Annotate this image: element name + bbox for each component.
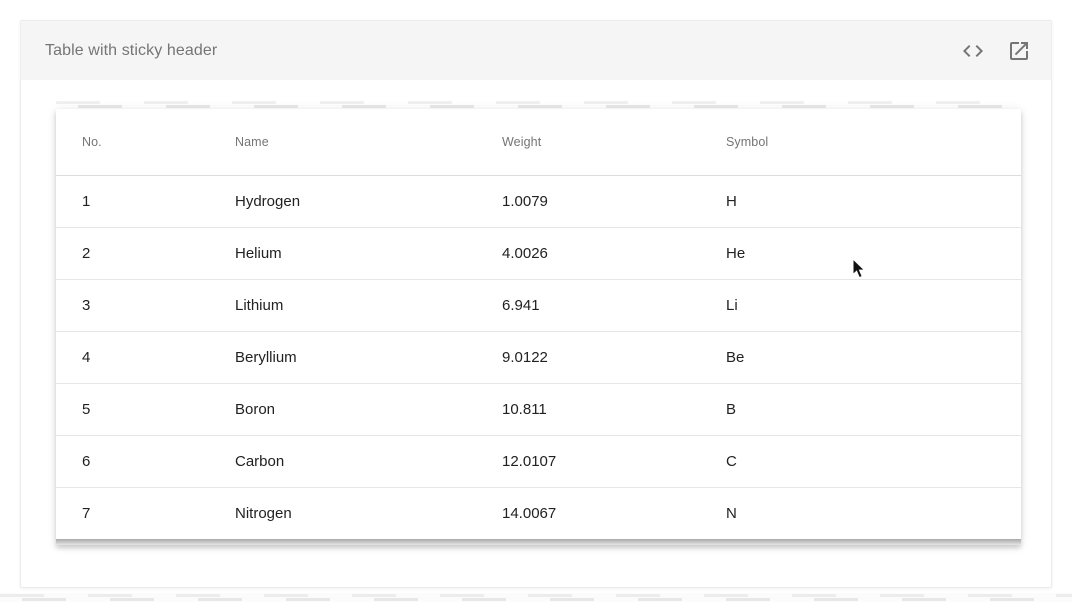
sticky-table-card[interactable]: No. Name Weight Symbol 1 Hydrogen 1.0079… [56, 109, 1021, 545]
cell-name: Nitrogen [235, 504, 292, 522]
page-title: Table with sticky header [45, 41, 218, 59]
demo-actions [961, 39, 1031, 63]
cell-name: Beryllium [219, 331, 486, 384]
cell-weight: 4.0026 [486, 227, 710, 280]
open-in-new-button[interactable] [1007, 39, 1031, 63]
cell-no: 7 [82, 504, 91, 522]
open-in-new-icon [1007, 39, 1031, 63]
cell-symbol: Be [710, 331, 1021, 384]
cell-name: Lithium [219, 279, 486, 332]
cell-symbol: B [710, 383, 1021, 436]
cell-name: Carbon [219, 435, 486, 488]
table-body: 1 Hydrogen 1.0079 H 2 Helium 4.0026 He 3… [56, 175, 1021, 539]
cell-weight: 14.0067 [502, 504, 557, 522]
table-row: 2 Helium 4.0026 He [56, 227, 1021, 280]
page-bottom-artifact [0, 593, 1072, 602]
view-source-button[interactable] [961, 39, 985, 63]
cell-name: Helium [219, 227, 486, 280]
cell-symbol: H [710, 175, 1021, 228]
cell-name: Boron [219, 383, 486, 436]
cell-no: 5 [56, 383, 219, 436]
table-header: No. Name Weight Symbol [56, 109, 1021, 176]
table-row: 4 Beryllium 9.0122 Be [56, 331, 1021, 384]
code-icon [961, 39, 985, 63]
demo-header-bar: Table with sticky header [21, 21, 1051, 80]
cell-symbol: He [710, 227, 1021, 280]
cell-symbol: N [726, 504, 737, 522]
column-header-symbol: Symbol [710, 109, 1021, 176]
cell-no: 2 [56, 227, 219, 280]
cell-weight: 9.0122 [486, 331, 710, 384]
cell-weight: 12.0107 [486, 435, 710, 488]
table-row: 6 Carbon 12.0107 C [56, 435, 1021, 488]
table-row: 5 Boron 10.811 B [56, 383, 1021, 436]
cell-no: 1 [56, 175, 219, 228]
table-row: 3 Lithium 6.941 Li [56, 279, 1021, 332]
scrolled-row-artifact-bottom [56, 539, 1021, 545]
cell-no: 6 [56, 435, 219, 488]
column-header-name: Name [219, 109, 486, 176]
cell-symbol: Li [710, 279, 1021, 332]
cell-weight: 10.811 [486, 383, 710, 436]
cell-symbol: C [710, 435, 1021, 488]
cell-weight: 1.0079 [486, 175, 710, 228]
table-row: 1 Hydrogen 1.0079 H [56, 175, 1021, 228]
cell-name: Hydrogen [219, 175, 486, 228]
demo-card: Table with sticky header [20, 20, 1052, 588]
table-row: 7 Nitrogen 14.0067 N [56, 487, 1021, 539]
column-header-weight: Weight [486, 109, 710, 176]
cell-no: 4 [56, 331, 219, 384]
scrolled-row-artifact-top [56, 101, 1021, 108]
cell-weight: 6.941 [486, 279, 710, 332]
column-header-no: No. [56, 109, 219, 176]
elements-table: No. Name Weight Symbol 1 Hydrogen 1.0079… [56, 109, 1021, 539]
cell-no: 3 [56, 279, 219, 332]
